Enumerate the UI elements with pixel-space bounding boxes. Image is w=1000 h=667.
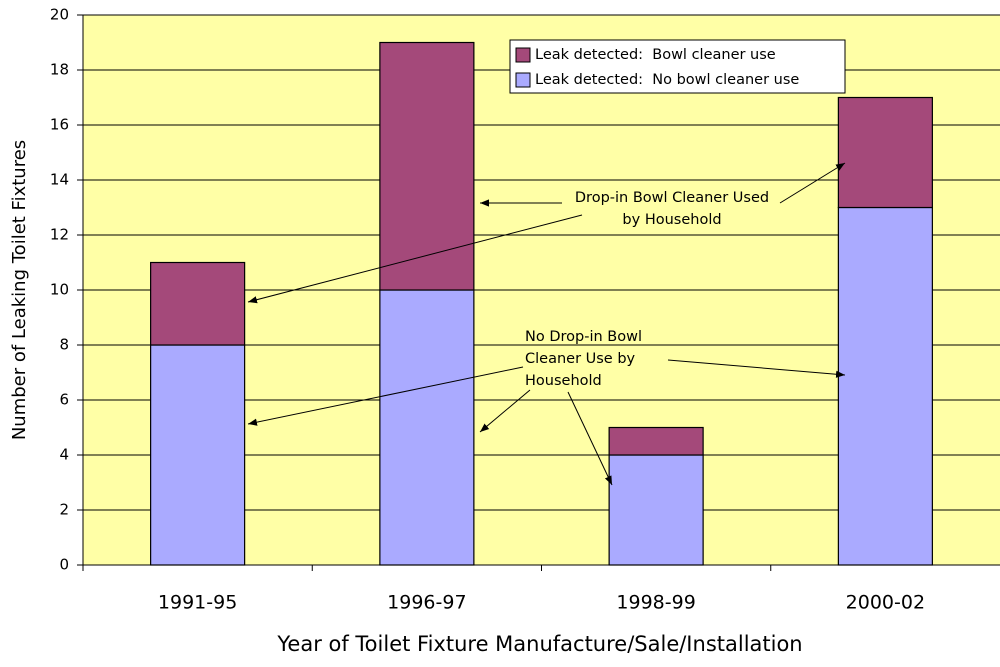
annotation-arrow [247,366,524,426]
y-tick-label: 0 [59,556,69,574]
legend-swatch [515,72,531,88]
annotation-arrow [779,162,846,204]
annotation-arrow [667,359,846,378]
legend-box [509,39,846,94]
bar-segment [608,426,704,456]
y-tick-label: 4 [59,446,69,464]
annotation: Drop-in Bowl Cleaner Used [575,190,769,206]
annotation: by Household [622,212,721,228]
x-tick-label: 1991-95 [158,592,237,614]
x-axis-label: Year of Toilet Fixture Manufacture/Sale/… [276,632,802,656]
y-tick-label: 20 [50,6,69,24]
bar-segment [150,344,246,566]
x-tick-label: 1996-97 [387,592,466,614]
y-tick-label: 8 [59,336,69,354]
y-axis-label: Number of Leaking Toilet Fixtures [9,140,30,440]
annotation: Cleaner Use by [525,351,636,367]
legend-swatch [515,47,531,63]
y-tick-label: 10 [50,281,69,299]
bar-segment [150,261,246,346]
y-tick-label: 16 [50,116,69,134]
bar-segment [379,41,475,291]
annotation-arrow [479,389,531,433]
y-tick-label: 6 [59,391,69,409]
annotation-arrow [247,214,583,304]
legend-label: Leak detected: No bowl cleaner use [535,72,799,88]
bar-segment [837,96,933,209]
y-tick-label: 18 [50,61,69,79]
legend-label: Leak detected: Bowl cleaner use [535,47,776,63]
bar-segment [608,454,704,566]
annotation: Household [525,373,602,389]
bar-segment [837,206,933,566]
y-tick-label: 12 [50,226,69,244]
y-tick-label: 2 [59,501,69,519]
annotation-arrow [567,391,613,486]
bar-segment [379,289,475,566]
x-tick-label: 2000-02 [846,592,925,614]
y-tick-label: 14 [50,171,69,189]
x-tick-label: 1998-99 [616,592,695,614]
annotation: No Drop-in Bowl [525,329,642,345]
